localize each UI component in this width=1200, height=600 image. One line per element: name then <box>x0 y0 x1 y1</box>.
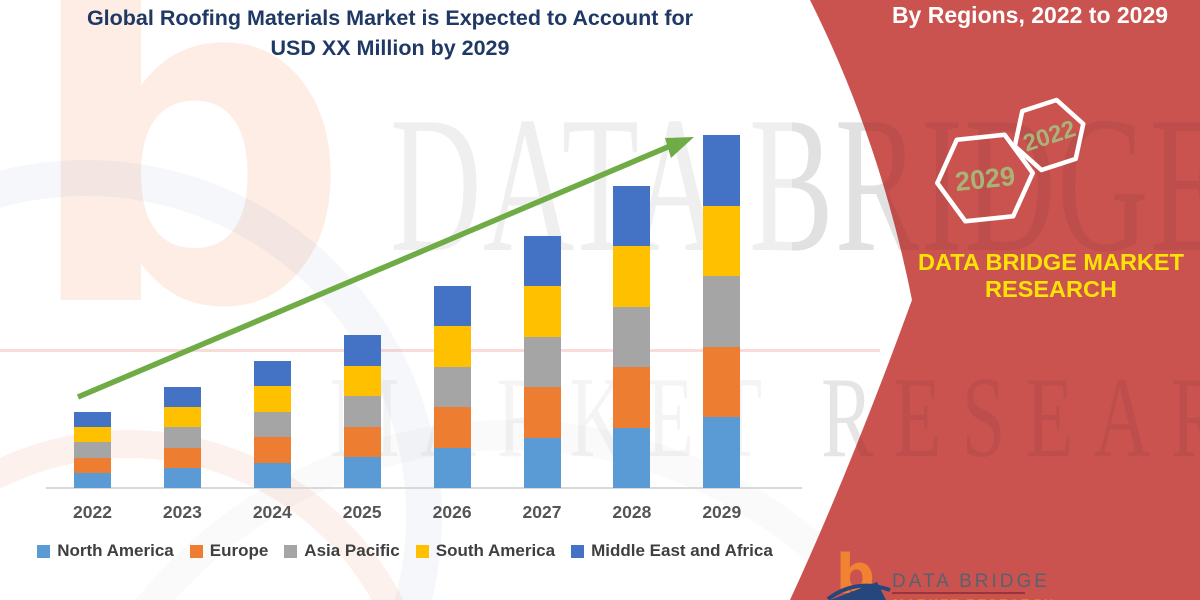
legend-item-north-america: North America <box>37 541 174 561</box>
side-panel-title: By Regions, 2022 to 2029 <box>891 2 1169 28</box>
legend-item-europe: Europe <box>189 541 269 561</box>
chart-legend: North America Europe Asia Pacific South Ame… <box>30 541 780 561</box>
bar-segment-north-america-2029 <box>703 417 741 488</box>
legend-item-middle-east-and-africa: Middle East and Africa <box>571 541 773 561</box>
legend-swatch-icon <box>415 544 429 558</box>
x-axis-label-2023: 2023 <box>162 502 202 522</box>
x-axis-label-2027: 2027 <box>522 502 562 522</box>
bar-segment-north-america-2024 <box>253 462 291 488</box>
legend-item-asia-pacific: Asia Pacific <box>284 541 400 561</box>
bar-segment-europe-2023 <box>163 447 201 468</box>
bar-segment-europe-2026 <box>433 407 471 448</box>
x-axis-label-2028: 2028 <box>612 502 652 522</box>
bar-segment-middle-east-and-africa-2022 <box>74 412 111 428</box>
bar-segment-asia-pacific-2025 <box>343 396 381 427</box>
bar-segment-asia-pacific-2024 <box>253 411 291 438</box>
legend-label: South America <box>435 541 556 560</box>
bar-segment-north-america-2028 <box>613 427 651 488</box>
bar-segment-asia-pacific-2023 <box>163 427 201 448</box>
side-panel-brand-text: DATA BRIDGE MARKET RESEARCH <box>918 249 1184 302</box>
legend-label: North America <box>57 541 174 560</box>
bar-segment-europe-2024 <box>253 437 291 463</box>
x-axis-label-2024: 2024 <box>252 502 292 522</box>
bar-segment-north-america-2023 <box>163 467 201 488</box>
bar-segment-south-america-2022 <box>74 427 111 443</box>
hexagon-2029-label: 2029 <box>954 161 1017 197</box>
bar-segment-north-america-2022 <box>74 472 111 488</box>
x-axis-label-2025: 2025 <box>342 502 382 522</box>
bar-segment-south-america-2023 <box>163 407 201 428</box>
x-axis-label-2029: 2029 <box>702 502 742 522</box>
bar-segment-asia-pacific-2022 <box>74 442 111 458</box>
bar-segment-north-america-2025 <box>343 457 381 488</box>
bar-segment-north-america-2026 <box>433 447 471 488</box>
bar-segment-asia-pacific-2029 <box>703 276 741 347</box>
legend-swatch-icon <box>189 544 203 558</box>
footer-logo-subtitle: MARKET RESEARCH <box>893 596 1055 600</box>
hexagon-2022-outline <box>1012 97 1086 173</box>
side-panel-background <box>790 0 1200 600</box>
legend-swatch-icon <box>284 544 298 558</box>
legend-label: Asia Pacific <box>304 541 400 560</box>
legend-label: Middle East and Africa <box>591 541 773 560</box>
legend-item-south-america: South America <box>415 541 556 561</box>
hexagon-2029: 2029 <box>935 132 1035 224</box>
chart-title: Global Roofing Materials Market is Expec… <box>86 6 694 60</box>
x-axis-label-2026: 2026 <box>432 502 472 522</box>
bar-segment-europe-2025 <box>343 426 381 458</box>
x-axis-label-2022: 2022 <box>73 502 112 522</box>
legend-swatch-icon <box>571 544 585 558</box>
footer-logo-name: DATA BRIDGE <box>892 571 1050 592</box>
bar-segment-europe-2022 <box>74 457 111 473</box>
legend-swatch-icon <box>37 544 51 558</box>
bar-segment-europe-2029 <box>703 346 741 418</box>
x-axis-line <box>46 487 802 489</box>
bar-segment-south-america-2029 <box>703 205 741 277</box>
footer-logo-divider <box>892 592 1025 594</box>
bar-segment-middle-east-and-africa-2029 <box>703 135 741 206</box>
bar-segment-north-america-2027 <box>523 437 561 488</box>
legend-label: Europe <box>209 541 269 560</box>
hexagon-2029-outline <box>935 132 1035 224</box>
